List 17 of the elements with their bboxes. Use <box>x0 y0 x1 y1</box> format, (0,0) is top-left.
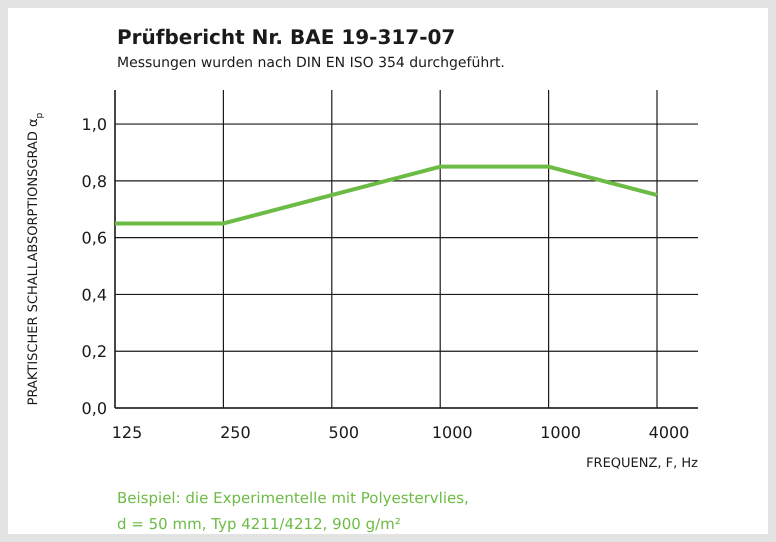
x-tick-label: 250 <box>220 423 251 442</box>
chart-subtitle: Messungen wurden nach DIN EN ISO 354 durchgeführt. <box>117 55 505 71</box>
text: Beispiel: die Experimentelle mit Polyestervlies, <box>117 489 469 507</box>
y-tick-label: 0,8 <box>82 172 107 191</box>
x-tick-label: 1000 <box>540 423 581 442</box>
chart-title: Prüfbericht Nr. BAE 19-317-07 <box>117 25 456 49</box>
y-tick-label: 0,0 <box>82 399 107 418</box>
x-axis-title: FREQUENZ, F, Hz <box>586 456 698 471</box>
y-tick-label: 0,2 <box>82 342 107 362</box>
x-tick-label: 500 <box>328 423 360 442</box>
y-tick-label: 0,4 <box>82 285 107 304</box>
x-tick-label: 1000 <box>432 423 473 442</box>
y-tick-label: 1,0 <box>82 115 107 134</box>
text: d = 50 mm, Typ 4211/4212, 900 g/m² <box>117 515 401 533</box>
x-tick-label: 125 <box>112 423 142 442</box>
x-tick-label: 4000 <box>648 423 690 442</box>
y-tick-label: 0,6 <box>82 228 107 248</box>
